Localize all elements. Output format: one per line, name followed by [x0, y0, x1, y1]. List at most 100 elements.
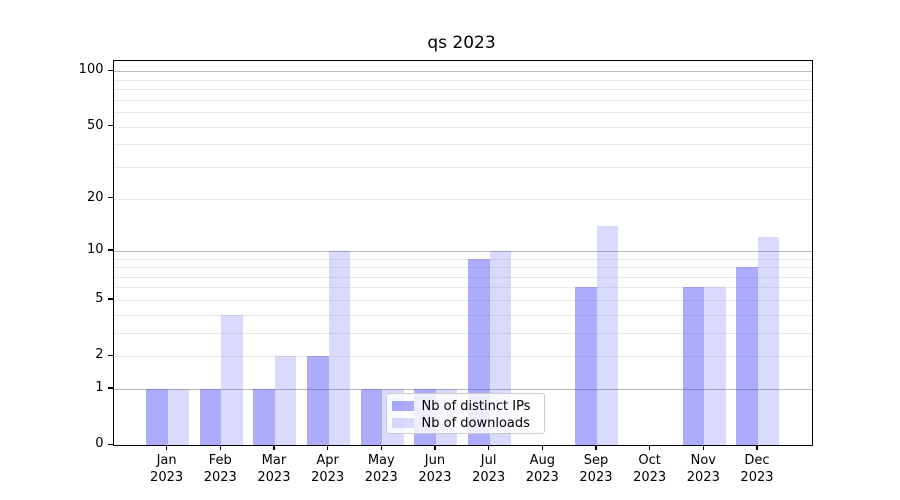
x-tick-month: Jul [480, 453, 497, 468]
x-tick-month: Nov [690, 453, 716, 468]
x-tick-mark [380, 445, 382, 451]
plot-area [112, 60, 813, 446]
gridline-minor [113, 126, 812, 128]
y-tick-mark [107, 249, 113, 251]
gridline-minor [113, 267, 812, 269]
y-tick-mark [107, 197, 113, 199]
legend-swatch-downloads [391, 418, 414, 428]
x-tick-year: 2023 [203, 470, 237, 485]
x-tick-label-sep: Sep 2023 [561, 452, 631, 486]
y-tick-label: 5 [95, 290, 104, 306]
x-tick-label-apr: Apr 2023 [293, 452, 363, 486]
x-tick-mark [273, 445, 275, 451]
x-tick-label-may: May 2023 [346, 452, 416, 486]
x-tick-year: 2023 [472, 470, 506, 485]
x-tick-month: Dec [744, 453, 770, 468]
x-tick-month: Feb [208, 453, 232, 468]
x-tick-mark [756, 445, 758, 451]
y-tick-label: 0 [95, 436, 104, 451]
y-tick-label: 10 [86, 241, 104, 257]
bar-distinct-ips-may [360, 388, 383, 445]
gridline-major [113, 388, 812, 390]
x-tick-mark [541, 445, 543, 451]
x-tick-month: May [367, 453, 395, 468]
gridline-minor [113, 144, 812, 146]
x-tick-year: 2023 [633, 470, 667, 485]
gridline-minor [113, 276, 812, 278]
bar-distinct-ips-jan [146, 388, 168, 445]
gridline-minor [113, 299, 812, 301]
x-tick-month: Jun [424, 453, 446, 468]
x-tick-label-nov: Nov 2023 [668, 452, 738, 486]
legend-entry-distinct-ips: Nb of distinct IPs [391, 398, 537, 415]
gridline-minor [113, 314, 812, 316]
chart-title: qs 2023 [427, 33, 496, 53]
bar-distinct-ips-feb [199, 388, 222, 445]
bar-downloads-jan [167, 388, 190, 445]
bar-downloads-nov [704, 287, 726, 445]
y-tick-label: 100 [78, 62, 104, 78]
x-tick-mark [702, 445, 704, 451]
gridline-major [113, 71, 812, 73]
y-tick-label: 50 [86, 117, 104, 133]
bar-distinct-ips-nov [682, 287, 705, 445]
bar-distinct-ips-mar [253, 388, 275, 445]
x-tick-mark [434, 445, 436, 451]
x-tick-label-aug: Aug 2023 [507, 452, 577, 486]
x-tick-label-jan: Jan 2023 [132, 452, 202, 486]
x-tick-year: 2023 [740, 470, 774, 485]
x-tick-label-jul: Jul 2023 [454, 452, 524, 486]
gridline-minor [113, 89, 812, 91]
x-tick-label-mar: Mar 2023 [239, 452, 309, 486]
x-tick-mark [327, 445, 329, 451]
bar-distinct-ips-apr [307, 356, 329, 445]
x-tick-year: 2023 [364, 470, 398, 485]
x-tick-year: 2023 [525, 470, 559, 485]
gridline-major [113, 250, 812, 252]
y-tick-label: 2 [95, 347, 104, 363]
x-tick-year: 2023 [311, 470, 345, 485]
gridline-minor [113, 258, 812, 260]
x-tick-mark [649, 445, 651, 451]
y-tick-label: 1 [95, 379, 104, 395]
y-tick-label: 20 [86, 189, 104, 205]
legend-label-distinct-ips: Nb of distinct IPs [421, 398, 531, 414]
bar-downloads-dec [757, 237, 780, 445]
x-tick-mark [488, 445, 490, 451]
x-tick-label-dec: Dec 2023 [722, 452, 792, 486]
x-tick-month: Jan [156, 453, 177, 468]
gridline-minor [113, 198, 812, 200]
x-tick-month: Oct [638, 453, 661, 468]
x-tick-month: Apr [316, 453, 339, 468]
legend-swatch-distinct-ips [391, 401, 414, 411]
x-tick-month: Aug [529, 453, 555, 468]
x-tick-label-oct: Oct 2023 [615, 452, 685, 486]
x-tick-year: 2023 [418, 470, 452, 485]
x-tick-mark [166, 445, 168, 451]
y-tick-mark [107, 69, 113, 72]
gridline-minor [113, 356, 812, 358]
x-tick-month: Mar [261, 453, 287, 468]
x-tick-mark [595, 445, 597, 451]
gridline-minor [113, 332, 812, 334]
y-tick-mark [107, 125, 113, 127]
gridline-minor [113, 287, 812, 289]
x-tick-year: 2023 [257, 470, 291, 485]
legend-entry-downloads: Nb of downloads [391, 415, 537, 432]
bar-downloads-feb [221, 314, 243, 445]
y-tick-mark [107, 387, 113, 389]
gridline-minor [113, 99, 812, 101]
x-tick-month: Sep [583, 453, 609, 468]
x-tick-year: 2023 [686, 470, 720, 485]
legend: Nb of distinct IPs Nb of downloads [385, 392, 545, 434]
bar-distinct-ips-dec [736, 267, 758, 445]
x-tick-label-jun: Jun 2023 [400, 452, 470, 486]
bar-distinct-ips-sep [575, 287, 597, 445]
gridline-minor [113, 112, 812, 114]
x-tick-year: 2023 [579, 470, 613, 485]
bar-downloads-mar [274, 356, 297, 445]
x-tick-mark [219, 445, 221, 451]
bar-downloads-sep [596, 225, 619, 445]
gridline-minor [113, 167, 812, 168]
